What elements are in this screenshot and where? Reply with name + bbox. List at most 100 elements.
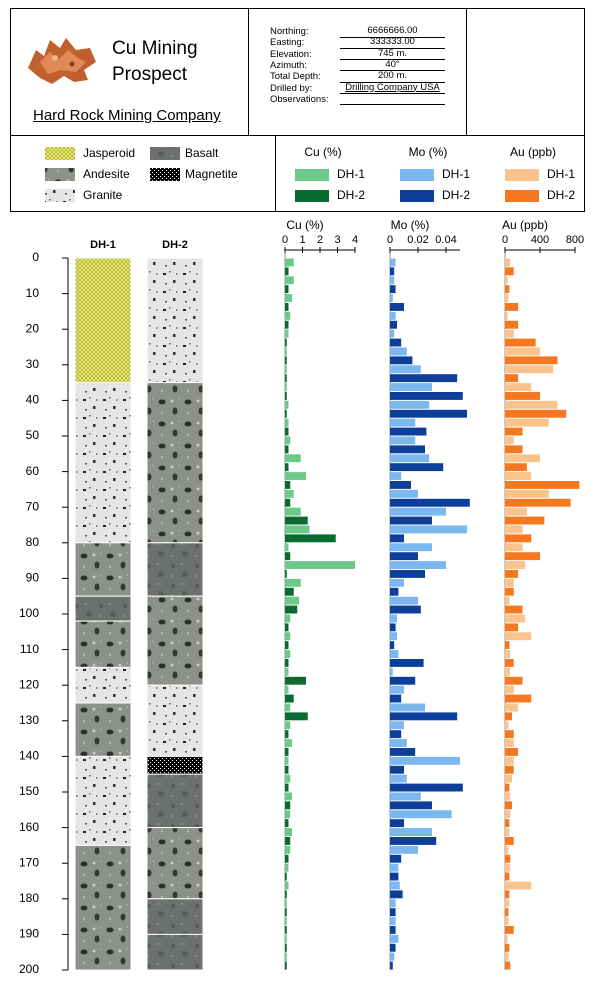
depth-tick-label: 50: [26, 428, 40, 442]
bar: [505, 828, 510, 836]
bar: [390, 392, 463, 400]
bar: [285, 303, 289, 311]
bar: [505, 552, 540, 561]
bar: [505, 454, 540, 463]
bar: [390, 570, 425, 578]
bar: [505, 392, 540, 400]
bar: [390, 756, 460, 765]
bar: [285, 810, 291, 819]
bar: [285, 605, 298, 614]
bar: [505, 756, 514, 765]
legend-label: DH-1: [442, 167, 470, 181]
bar: [285, 872, 287, 881]
bar: [285, 534, 336, 543]
bar: [505, 525, 523, 534]
bar: [285, 828, 292, 836]
title: Cu Mining Prospect: [112, 38, 198, 85]
bar: [390, 917, 396, 925]
depth-tick-label: 70: [26, 499, 40, 513]
x-tick-label: 0.04: [435, 234, 456, 246]
bar: [505, 347, 540, 356]
lithology-interval: [146, 898, 204, 935]
bar: [505, 294, 509, 302]
bar: [285, 454, 301, 463]
depth-tick-label: 190: [19, 927, 39, 941]
bar: [285, 614, 291, 623]
bar: [285, 676, 306, 685]
hole-label: DH-2: [162, 239, 188, 251]
bar: [285, 703, 291, 712]
bar: [390, 534, 404, 543]
lithology-interval: [146, 933, 204, 971]
bar: [505, 694, 532, 703]
bar: [390, 650, 399, 658]
bar: [390, 872, 399, 881]
bar: [505, 792, 511, 801]
bar: [505, 516, 545, 525]
depth-tick-label: 120: [19, 677, 39, 691]
bar: [505, 489, 549, 498]
bar: [390, 463, 444, 472]
bar: [390, 765, 404, 774]
bar: [505, 712, 512, 721]
x-tick-label: 1: [299, 234, 305, 246]
bar: [390, 329, 395, 338]
legend-title: Cu (%): [304, 145, 341, 159]
bar: [505, 943, 510, 952]
bar: [505, 783, 510, 792]
bar: [285, 961, 287, 970]
header-frame: [10, 8, 585, 212]
legend-title: Au (ppb): [510, 145, 556, 159]
lithology-interval: [146, 773, 204, 829]
bar: [505, 267, 514, 276]
depth-tick-label: 90: [26, 571, 40, 585]
depth-tick-label: 180: [19, 891, 39, 905]
bar: [390, 445, 425, 454]
bar: [505, 498, 571, 507]
bar: [285, 685, 289, 694]
lithology-interval: [146, 827, 204, 900]
bar: [285, 418, 289, 427]
legend-swatch: [45, 147, 75, 160]
bar: [505, 730, 514, 739]
bar: [285, 694, 294, 703]
bar: [505, 881, 532, 890]
bar: [505, 507, 527, 516]
field-value: 333333.00: [340, 37, 445, 49]
bar: [505, 899, 510, 908]
depth-tick-label: 60: [26, 464, 40, 478]
legend-swatch: [45, 189, 75, 202]
bar: [390, 303, 404, 311]
bar: [505, 578, 514, 587]
bar: [285, 365, 287, 374]
bar: [390, 498, 470, 507]
bar: [285, 890, 287, 899]
bar: [505, 810, 511, 819]
bar: [505, 845, 509, 854]
bar: [285, 587, 294, 596]
depth-tick-label: 150: [19, 784, 39, 798]
bar: [285, 667, 289, 676]
legend-swatch: [150, 168, 180, 181]
bar: [285, 721, 291, 730]
bar: [285, 498, 291, 507]
legend-label: Andesite: [83, 167, 130, 181]
x-tick-label: 0: [387, 234, 393, 246]
bar: [285, 881, 289, 890]
bar: [285, 311, 291, 320]
bar: [505, 605, 523, 614]
bar: [390, 908, 396, 917]
bar: [285, 427, 289, 436]
bar: [285, 641, 289, 650]
legend-swatch: [400, 190, 434, 202]
bar: [285, 659, 289, 667]
bar: [285, 489, 294, 498]
bar: [390, 587, 399, 596]
bar: [285, 774, 291, 783]
bar: [390, 961, 393, 970]
bar: [390, 952, 395, 961]
bar: [285, 899, 287, 908]
bar: [390, 721, 404, 730]
